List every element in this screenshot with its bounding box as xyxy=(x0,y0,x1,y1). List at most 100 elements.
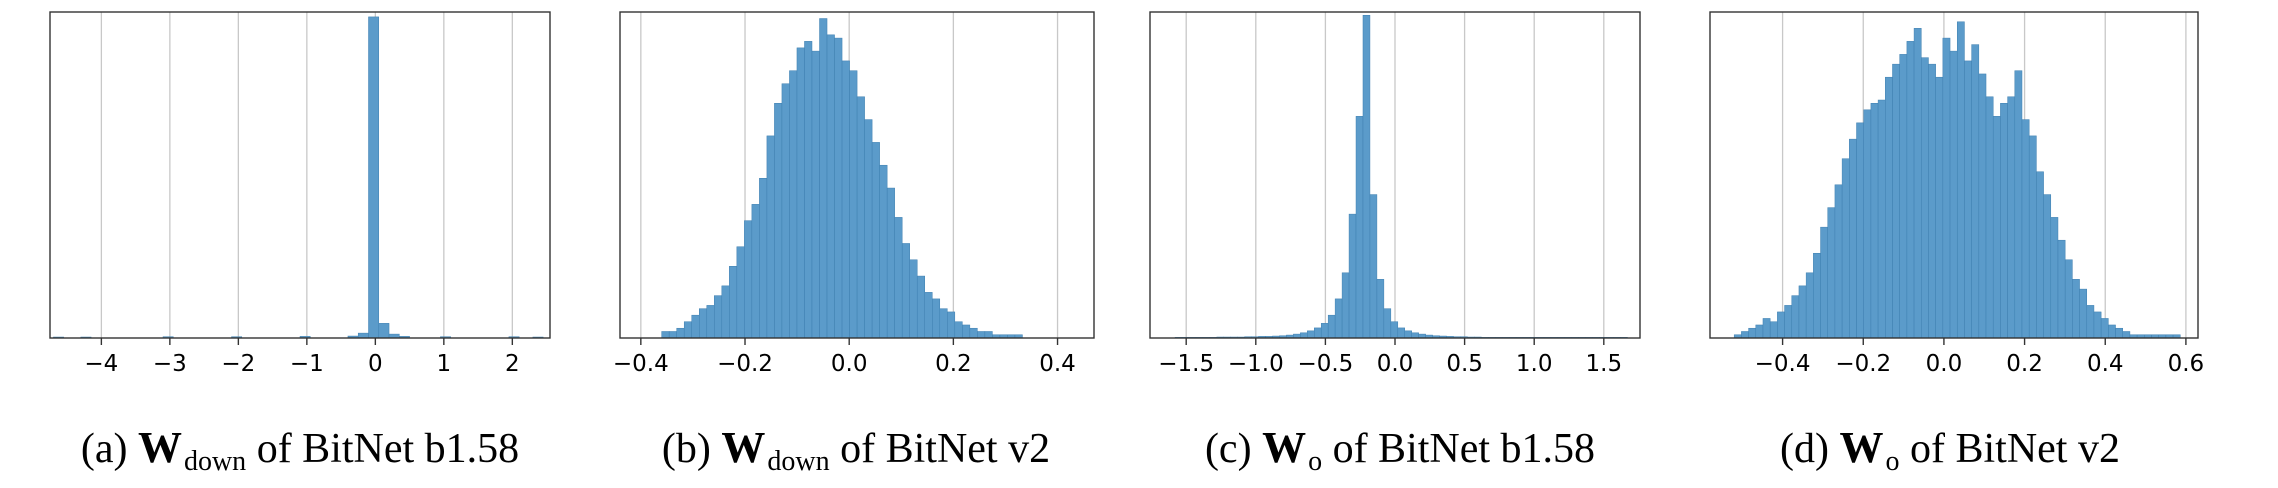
histogram-bar-b-9 xyxy=(729,266,738,339)
histogram-bar-b-35 xyxy=(924,292,933,339)
histogram-bar-b-41 xyxy=(969,327,978,339)
histogram-bar-b-1 xyxy=(668,331,677,339)
histogram-bar-d-12 xyxy=(1820,226,1828,339)
histogram-bar-d-47 xyxy=(2072,279,2080,339)
x-tick-label-b-4: 0.4 xyxy=(1039,351,1076,377)
histogram-bar-b-11 xyxy=(744,220,753,339)
x-tick-label-c-5: 1.0 xyxy=(1516,351,1553,377)
histogram-bar-d-17 xyxy=(1856,122,1864,339)
histogram-bar-d-38 xyxy=(2007,96,2016,339)
histogram-bar-b-5 xyxy=(699,308,708,339)
histogram-bar-c-34 xyxy=(1411,332,1419,339)
histogram-bar-d-42 xyxy=(2036,171,2044,339)
histogram-bar-c-26 xyxy=(1355,116,1364,339)
caption-d: (d) Wo of BitNet v2 xyxy=(1700,420,2200,477)
histogram-bar-b-26 xyxy=(856,96,865,339)
histogram-bar-d-23 xyxy=(1899,54,1908,339)
histogram-bar-d-16 xyxy=(1849,138,1857,339)
histogram-bar-c-23 xyxy=(1334,298,1343,339)
histogram-bar-d-22 xyxy=(1892,63,1900,339)
histogram-bar-d-33 xyxy=(1971,44,1980,339)
histogram-bar-a-8 xyxy=(378,323,390,339)
histogram-bar-b-22 xyxy=(826,34,835,339)
x-tick-label-d-5: 0.6 xyxy=(2168,351,2205,377)
histogram-bar-d-21 xyxy=(1885,76,1893,339)
histogram-bar-d-24 xyxy=(1906,41,1915,339)
histogram-bar-c-32 xyxy=(1397,327,1405,339)
histogram-bar-c-20 xyxy=(1314,327,1322,339)
x-tick-label-d-1: −0.2 xyxy=(1835,351,1891,377)
caption-d-subscript: o xyxy=(1885,446,1900,477)
histogram-bar-b-39 xyxy=(954,321,963,339)
histogram-bar-b-6 xyxy=(706,305,715,339)
histogram-bar-d-6 xyxy=(1777,311,1785,339)
histogram-bar-d-26 xyxy=(1921,57,1929,339)
histogram-bar-b-43 xyxy=(984,331,993,339)
histogram-bar-c-18 xyxy=(1300,332,1308,339)
histogram-bar-d-43 xyxy=(2043,194,2052,339)
histogram-bar-d-50 xyxy=(2093,311,2102,339)
histogram-bar-d-18 xyxy=(1863,109,1872,339)
caption-b: (b) Wdown of BitNet v2 xyxy=(606,420,1106,477)
histogram-bar-d-9 xyxy=(1798,285,1807,339)
caption-b-label: (b) xyxy=(661,426,711,472)
histogram-bar-b-25 xyxy=(849,70,858,339)
caption-a-label: (a) xyxy=(80,426,128,472)
histogram-bar-d-7 xyxy=(1784,305,1793,339)
histogram-bar-b-32 xyxy=(901,243,910,339)
caption-c-text: of BitNet b1.58 xyxy=(1332,426,1596,472)
plot-frame-d xyxy=(1709,11,2199,339)
histogram-bar-b-33 xyxy=(909,259,918,339)
histogram-bar-b-12 xyxy=(751,204,760,339)
histogram-bar-b-42 xyxy=(977,331,986,339)
histogram-bar-b-31 xyxy=(894,217,903,339)
histogram-bar-d-27 xyxy=(1928,63,1936,339)
x-tick-label-c-3: 0.0 xyxy=(1377,351,1414,377)
histogram-bar-b-8 xyxy=(721,285,730,339)
histogram-bar-c-19 xyxy=(1307,330,1315,339)
histogram-bar-d-52 xyxy=(2108,324,2116,339)
x-tick-label-c-0: −1.5 xyxy=(1158,351,1214,377)
x-tick-label-a-6: 2 xyxy=(505,351,520,377)
histogram-bar-b-7 xyxy=(714,295,723,339)
histogram-bar-d-1 xyxy=(1741,331,1749,339)
histogram-bar-d-54 xyxy=(2122,331,2131,339)
histogram-bar-d-40 xyxy=(2021,119,2030,339)
histogram-bar-b-13 xyxy=(759,178,768,339)
histogram-bar-d-49 xyxy=(2086,305,2095,339)
histogram-bar-d-31 xyxy=(1956,21,1965,339)
x-tick-label-c-2: −0.5 xyxy=(1297,351,1353,377)
histogram-bar-d-32 xyxy=(1964,60,1972,339)
x-tick-label-b-3: 0.2 xyxy=(935,351,972,377)
x-tick-label-a-2: −2 xyxy=(221,351,255,377)
histogram-bar-b-4 xyxy=(691,314,700,339)
x-tick-label-c-4: 0.5 xyxy=(1446,351,1483,377)
histogram-panel-c: −1.5 −1.0 −0.5 0.0 0.5 1.0 1.5 xyxy=(1149,11,1641,377)
histogram-panel-b: −0.4 −0.2 0.0 0.2 0.4 xyxy=(613,11,1095,377)
histogram-bar-b-40 xyxy=(962,324,971,339)
histogram-bar-d-13 xyxy=(1827,207,1836,339)
histogram-bar-b-30 xyxy=(886,187,895,339)
x-tick-label-c-1: −1.0 xyxy=(1228,351,1284,377)
histogram-bar-d-29 xyxy=(1942,37,1951,339)
histogram-bar-d-19 xyxy=(1870,103,1879,339)
caption-c-subscript: o xyxy=(1308,446,1323,477)
caption-b-text: of BitNet v2 xyxy=(840,426,1051,472)
histogram-bar-d-44 xyxy=(2050,217,2059,339)
histogram-bar-c-33 xyxy=(1404,330,1412,339)
caption-d-label: (d) xyxy=(1780,426,1829,472)
histogram-bar-c-25 xyxy=(1348,213,1357,339)
x-tick-label-d-3: 0.2 xyxy=(2006,351,2043,377)
histogram-bar-d-10 xyxy=(1805,272,1814,339)
histogram-bar-c-31 xyxy=(1390,321,1399,339)
x-tick-label-b-0: −0.4 xyxy=(613,351,669,377)
histogram-bar-c-30 xyxy=(1383,308,1392,339)
x-tick-label-a-0: −4 xyxy=(84,351,118,377)
histogram-bar-b-28 xyxy=(871,142,880,339)
histogram-bar-b-29 xyxy=(879,164,888,339)
histogram-bar-c-29 xyxy=(1376,279,1385,339)
histogram-bar-c-28 xyxy=(1369,194,1378,339)
histogram-bar-a-6 xyxy=(357,332,369,339)
caption-c-symbol: W xyxy=(1262,423,1307,472)
histogram-bar-b-23 xyxy=(834,37,843,339)
